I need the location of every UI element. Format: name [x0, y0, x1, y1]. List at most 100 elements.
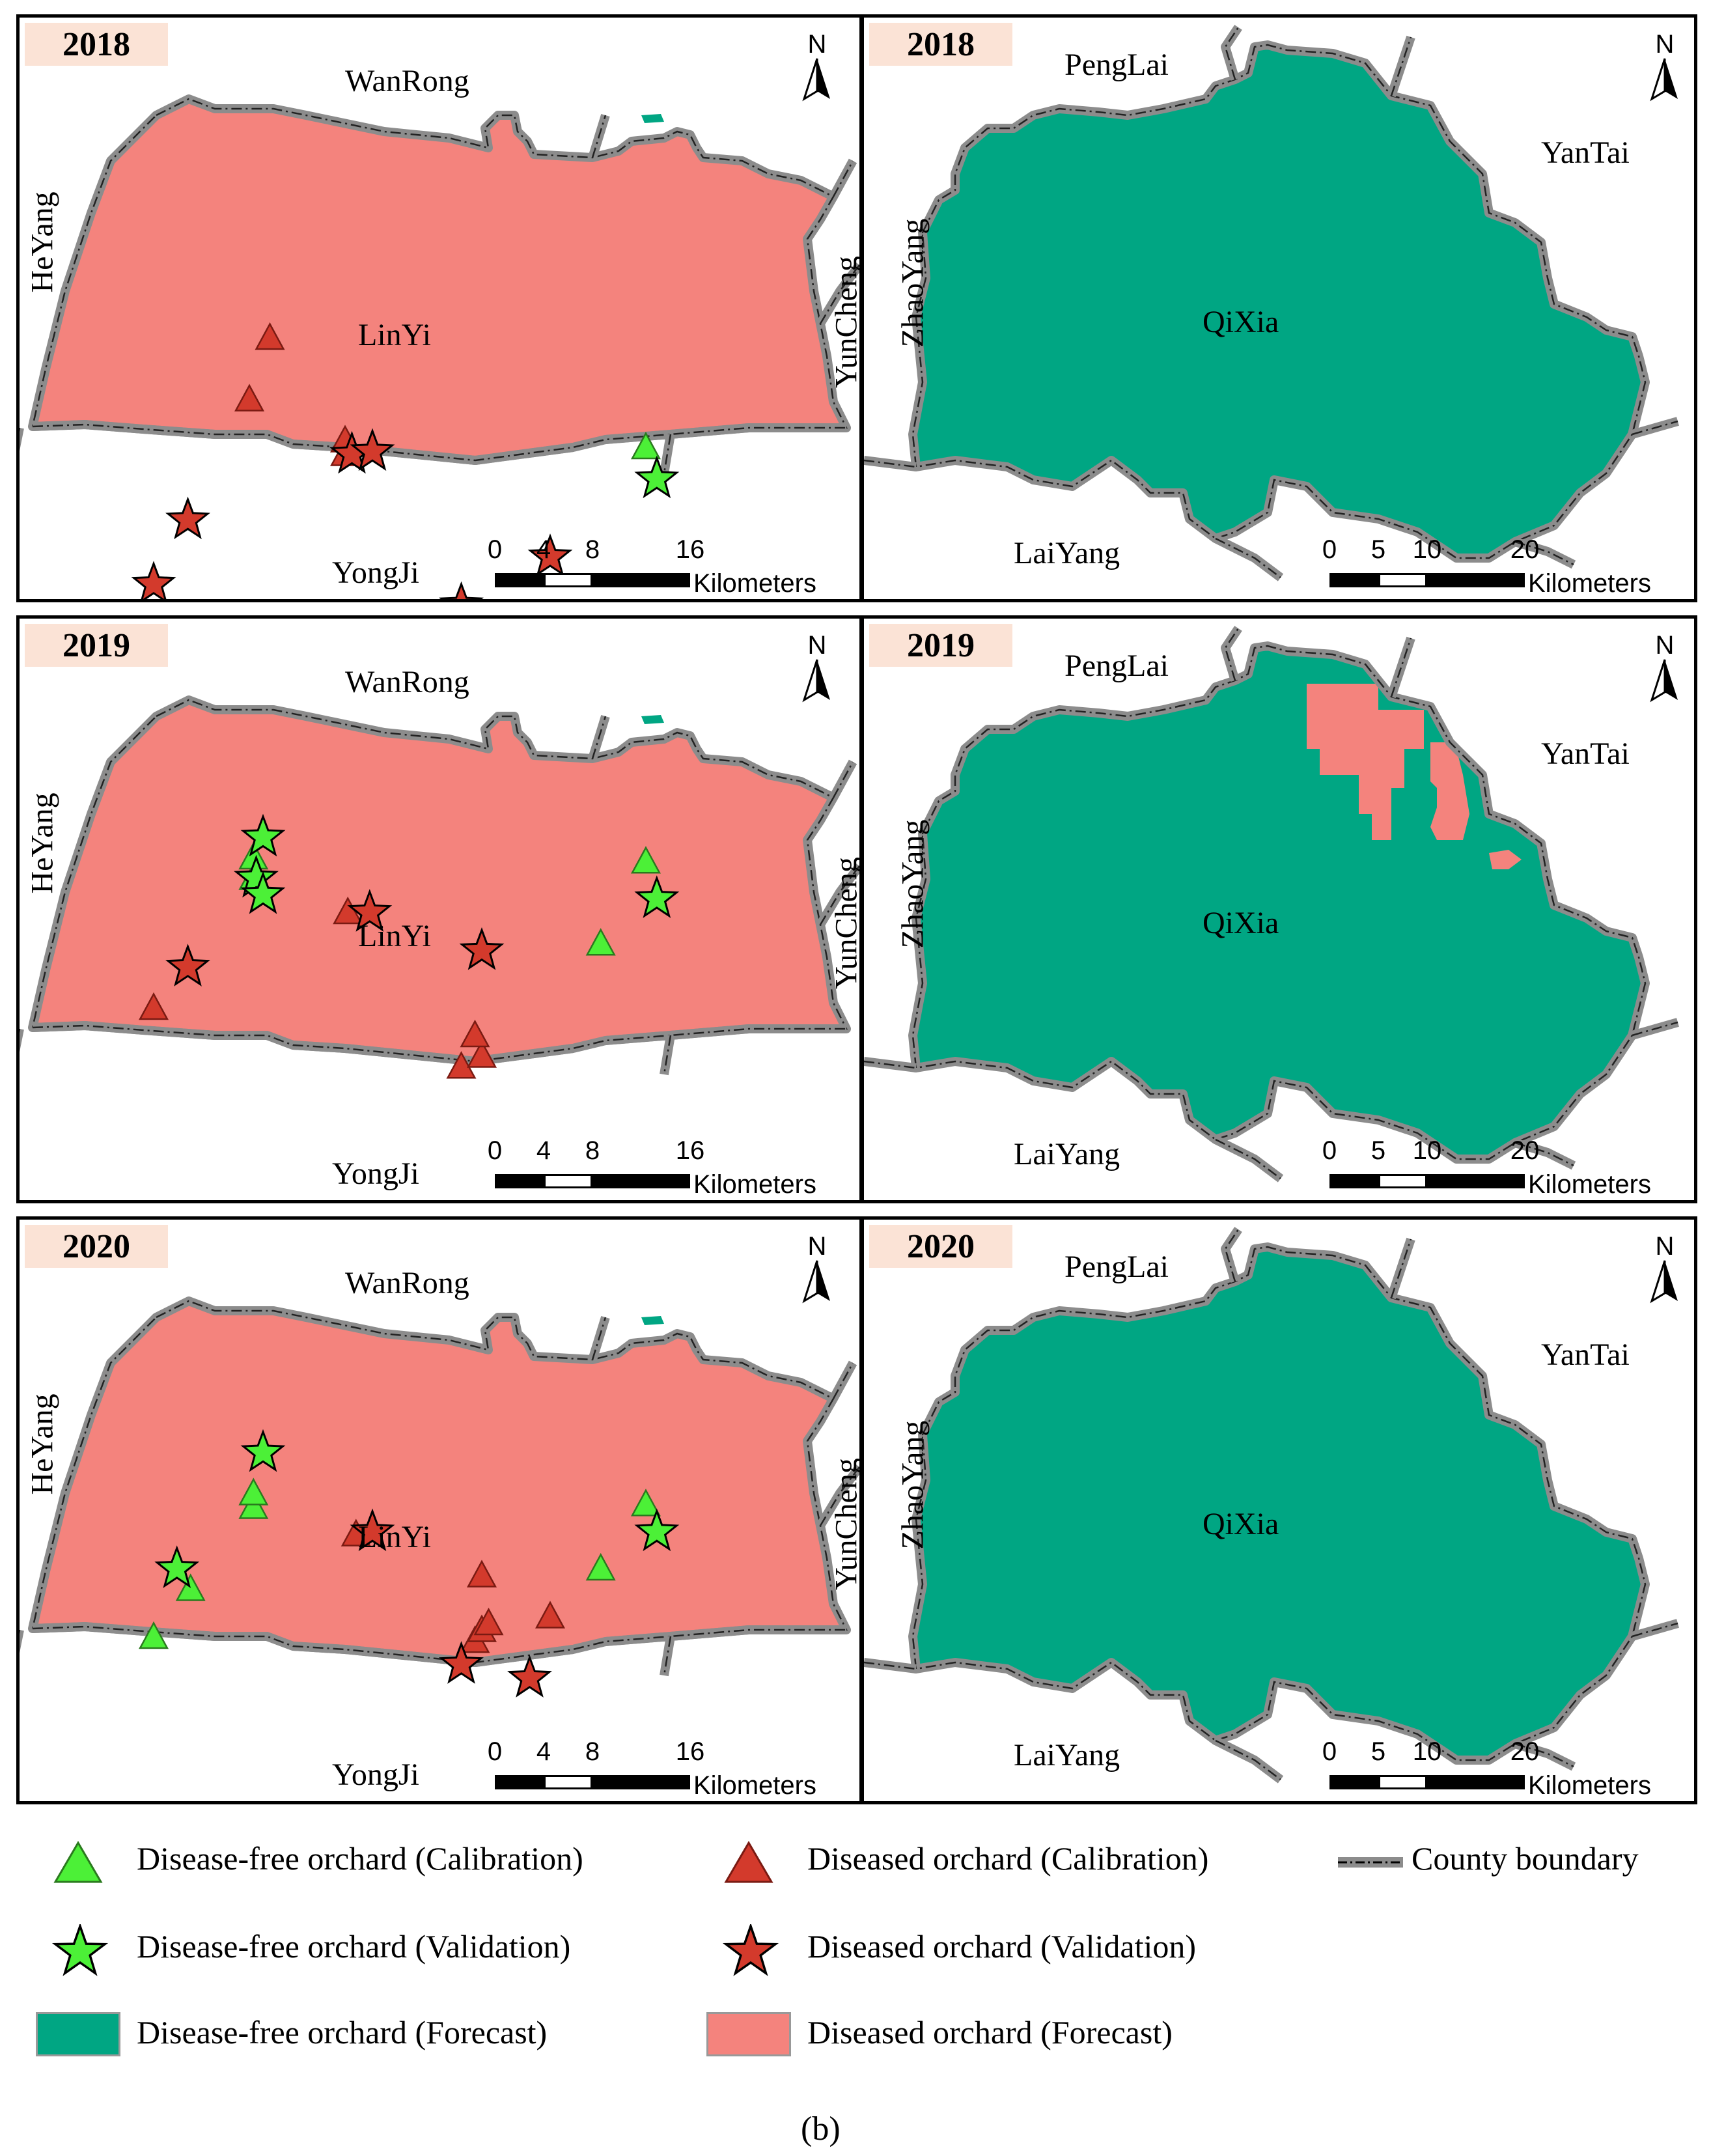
year-label: 2019: [25, 624, 168, 667]
validation-free-marker: [634, 455, 680, 499]
county-boundary: [1224, 27, 1240, 80]
legend-green-star-icon: [51, 1924, 109, 1976]
scale-bar-segment: [592, 1174, 690, 1188]
scale-tick-label: 0: [487, 1737, 503, 1766]
map-panel-qixia-2020: 2020 PengLai LaiYang ZhaoYang YanTai QiXia N 0…: [861, 1216, 1697, 1804]
validation-free-marker: [240, 871, 286, 914]
calibration-free-marker: [585, 1552, 616, 1581]
calibration-free-marker: [630, 846, 661, 874]
scale-tick-label: 8: [585, 535, 600, 564]
county-boundary: [816, 863, 859, 927]
legend-county-boundary: County boundary: [1412, 1840, 1639, 1877]
calibration-diseased-marker: [138, 992, 169, 1020]
validation-diseased-marker: [459, 927, 505, 970]
north-arrow-icon: N: [1642, 1232, 1688, 1308]
validation-diseased-marker: [439, 1641, 484, 1684]
county-boundary: [832, 160, 854, 197]
scale-bar-segment: [1427, 1775, 1525, 1789]
scale-bar-segment: [1378, 573, 1427, 587]
diseased-forecast-patch: [1307, 684, 1424, 840]
neighbor-south-label: YongJi: [332, 1156, 419, 1191]
county-boundary: [31, 98, 848, 462]
county-boundary: [1390, 36, 1412, 96]
legend-red-triangle-icon: [724, 1841, 773, 1883]
county-boundary: [864, 459, 917, 468]
calibration-free-marker: [238, 1491, 269, 1519]
scale-bar-segment: [1427, 1174, 1525, 1188]
validation-diseased-marker: [350, 428, 395, 471]
scale-bar: 0 4 8 16 Kilometers: [475, 535, 840, 599]
scale-tick-label: 4: [536, 1737, 551, 1766]
scale-bar-segment: [1378, 1174, 1427, 1188]
map-panel-qixia-2019: 2019 PengLai LaiYang ZhaoYang YanTai QiXia N 0…: [861, 615, 1697, 1203]
county-boundary: [832, 1362, 854, 1399]
neighbor-east-label: YanTai: [1541, 1337, 1630, 1372]
county-boundary: [911, 44, 1647, 559]
validation-diseased-marker: [165, 944, 210, 987]
scale-unit-label: Kilometers: [693, 1771, 816, 1800]
validation-diseased-marker: [347, 889, 393, 932]
legend-diseased-calibration: Diseased orchard (Calibration): [807, 1840, 1209, 1877]
year-label: 2020: [869, 1225, 1012, 1268]
scale-unit-label: Kilometers: [693, 1170, 816, 1199]
calibration-diseased-marker: [234, 384, 265, 412]
year-label: 2018: [25, 23, 168, 66]
county-boundary: [1215, 1739, 1281, 1780]
scale-tick-label: 5: [1370, 1136, 1386, 1165]
scale-tick-label: 10: [1412, 535, 1442, 564]
scale-tick-label: 20: [1510, 1136, 1540, 1165]
scale-bar-segment: [544, 1174, 592, 1188]
county-boundary: [1632, 1021, 1678, 1037]
region-name-label: LinYi: [358, 919, 432, 953]
scale-tick-label: 10: [1412, 1136, 1442, 1165]
county-boundary: [32, 423, 846, 462]
calibration-diseased-marker: [535, 1601, 566, 1629]
county-boundary: [31, 699, 848, 1063]
calibration-diseased-marker: [466, 1040, 497, 1068]
neighbor-south-label: LaiYang: [1014, 536, 1120, 570]
calibration-diseased-marker: [446, 1051, 477, 1079]
neighbor-east-label: YunCheng: [829, 1458, 863, 1590]
north-arrow-label: N: [1655, 1232, 1675, 1261]
scale-unit-label: Kilometers: [1528, 1170, 1651, 1199]
validation-diseased-marker: [131, 561, 176, 599]
neighbor-south-label: LaiYang: [1014, 1137, 1120, 1171]
legend-diseased-validation: Diseased orchard (Validation): [807, 1928, 1196, 1965]
free-forecast-patch: [641, 715, 664, 724]
calibration-diseased-marker: [473, 1607, 504, 1636]
scale-tick-label: 0: [487, 1136, 503, 1165]
scale-unit-label: Kilometers: [1528, 569, 1651, 598]
scale-tick-label: 0: [1322, 1737, 1337, 1766]
scale-bar: 0 5 10 20 Kilometers: [1310, 535, 1675, 599]
county-boundary: [663, 434, 672, 474]
neighbor-west-label: HeYang: [25, 792, 60, 894]
scale-bar-segment: [544, 573, 592, 587]
scale-unit-label: Kilometers: [693, 569, 816, 598]
scale-bar-segment: [544, 1775, 592, 1789]
forecast-region-linyi: [33, 700, 846, 1061]
scale-bar: 0 5 10 20 Kilometers: [1310, 1737, 1675, 1801]
scale-bar: 0 4 8 16 Kilometers: [475, 1136, 840, 1200]
legend-free-forecast-swatch: [36, 2012, 120, 2056]
scale-tick-label: 4: [536, 535, 551, 564]
scale-tick-label: 0: [1322, 1136, 1337, 1165]
neighbor-north-label: PengLai: [1064, 649, 1169, 683]
county-boundary: [911, 645, 1647, 1160]
legend-diseased-forecast-swatch: [706, 2012, 791, 2056]
county-boundary: [1390, 1239, 1412, 1298]
legend-diseased-forecast: Diseased orchard (Forecast): [807, 2014, 1173, 2051]
neighbor-west-label: HeYang: [25, 1393, 60, 1495]
county-boundary: [1215, 537, 1281, 578]
north-arrow-label: N: [1655, 30, 1675, 59]
scale-tick-label: 16: [675, 1737, 705, 1766]
north-arrow-label: N: [1655, 631, 1675, 660]
scale-bar: 0 5 10 20 Kilometers: [1310, 1136, 1675, 1200]
scale-bar-segment: [495, 573, 544, 587]
calibration-free-marker: [238, 1477, 269, 1505]
county-boundary: [591, 716, 607, 759]
neighbor-north-label: WanRong: [345, 1266, 469, 1300]
calibration-free-marker: [630, 1489, 661, 1517]
free-forecast-patch: [641, 1316, 664, 1325]
diseased-forecast-patch: [1430, 742, 1469, 840]
county-boundary: [1632, 420, 1678, 436]
